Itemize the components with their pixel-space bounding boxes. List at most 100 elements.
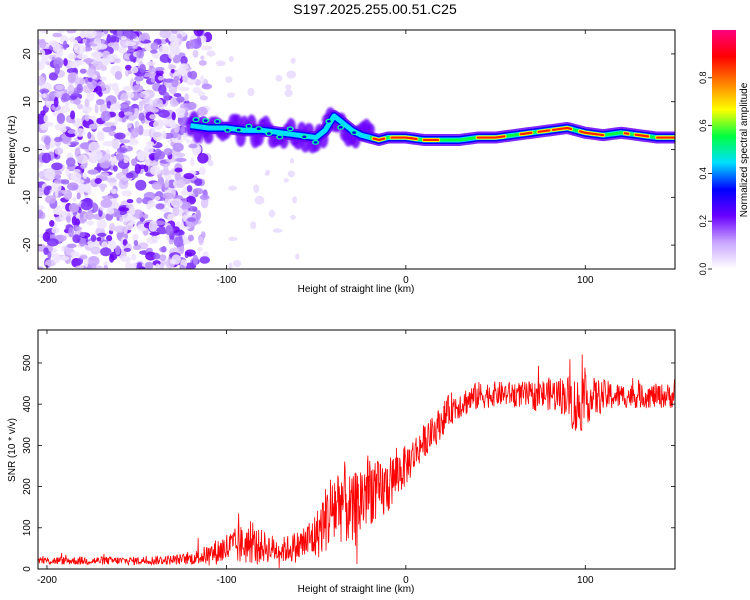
ridge-hotspot-core <box>326 119 331 123</box>
noise-speck <box>116 147 128 154</box>
ridge-band-red <box>519 131 533 136</box>
noise-speck <box>207 159 214 167</box>
noise-speck <box>284 89 293 98</box>
noise-speck <box>171 111 176 121</box>
noise-speck <box>179 264 185 269</box>
noise-speck <box>172 205 180 217</box>
noise-speck <box>86 91 95 102</box>
noise-speck <box>124 261 132 269</box>
noise-speck <box>66 243 77 248</box>
noise-speck <box>150 155 155 161</box>
noise-speck <box>100 198 113 208</box>
noise-speck <box>59 127 67 133</box>
spectrogram-x-tick-label: 0 <box>403 275 409 286</box>
noise-speck <box>131 263 139 269</box>
noise-speck <box>165 157 177 163</box>
ridge-band-red <box>372 137 386 142</box>
spectrogram-y-tick-label: -10 <box>22 190 33 205</box>
noise-speck <box>130 128 140 138</box>
noise-speck <box>122 85 132 92</box>
noise-speck <box>53 174 62 180</box>
noise-speck <box>68 227 74 238</box>
noise-speck <box>112 41 120 51</box>
noise-speck <box>216 60 226 67</box>
noise-speck <box>95 98 105 106</box>
noise-speck <box>164 179 170 188</box>
noise-speck <box>46 238 59 247</box>
noise-speck <box>206 50 216 57</box>
noise-speck <box>225 76 233 83</box>
noise-speck <box>85 210 94 221</box>
noise-speck <box>139 63 147 73</box>
noise-speck <box>148 66 156 73</box>
noise-speck <box>254 195 265 205</box>
noise-speck <box>170 68 175 74</box>
colorbar: 0.0 0.2 0.4 0.6 0.8 Normalized spectral ampl… <box>698 30 750 275</box>
noise-speck <box>131 253 137 261</box>
noise-speck <box>149 114 157 120</box>
noise-speck <box>138 124 144 136</box>
ridge-hotspot-core <box>256 127 261 131</box>
noise-speck <box>43 122 55 127</box>
snr-y-tick-label: 200 <box>22 478 33 495</box>
noise-speck <box>91 51 103 59</box>
noise-speck <box>148 220 158 232</box>
noise-speck <box>275 74 283 82</box>
noise-speck <box>79 255 88 260</box>
noise-speck <box>147 200 156 208</box>
noise-speck <box>79 183 86 193</box>
noise-speck <box>287 170 296 178</box>
noise-speck <box>123 111 133 116</box>
noise-speck <box>106 33 111 44</box>
noise-speck <box>94 178 102 185</box>
ridge-hotspot-core <box>225 128 230 132</box>
noise-speck <box>38 205 45 211</box>
noise-speck <box>69 60 80 68</box>
noise-speck <box>116 152 124 162</box>
noise-speck <box>66 30 77 34</box>
noise-speck <box>120 256 132 263</box>
noise-speck <box>111 139 120 150</box>
noise-speck <box>171 41 178 48</box>
noise-speck <box>83 256 89 268</box>
noise-speck <box>138 164 146 170</box>
noise-speck <box>106 177 117 183</box>
noise-speck <box>84 30 97 39</box>
chart-title: S197.2025.255.00.51.C25 <box>293 1 457 17</box>
noise-speck <box>58 30 65 34</box>
noise-speck <box>43 247 49 256</box>
noise-speck <box>43 114 49 123</box>
noise-speck <box>134 76 144 82</box>
noise-speck <box>179 63 189 70</box>
noise-speck <box>192 86 202 94</box>
noise-speck <box>283 178 289 183</box>
noise-speck <box>197 106 208 116</box>
noise-speck <box>192 49 199 58</box>
noise-speck <box>68 202 80 213</box>
spectrogram-y-tick-label: 0 <box>22 146 33 152</box>
noise-speck <box>185 138 191 144</box>
noise-speck <box>158 84 167 96</box>
spectrogram-x-tick-label: -100 <box>216 275 236 286</box>
noise-speck <box>198 235 204 246</box>
ridge-hotspot-core <box>246 124 251 128</box>
noise-speck <box>176 33 182 39</box>
noise-speck <box>110 202 119 208</box>
noise-speck <box>48 72 58 81</box>
noise-speck <box>162 122 175 127</box>
noise-speck <box>102 140 114 147</box>
noise-speck <box>200 197 209 209</box>
ridge-hotspot-core <box>313 141 318 144</box>
noise-speck <box>76 192 81 200</box>
snr-y-tick-label: 100 <box>22 519 33 536</box>
noise-speck <box>175 157 187 163</box>
noise-speck <box>167 213 175 221</box>
noise-speck <box>87 169 99 175</box>
snr-y-tick-label: 500 <box>22 354 33 371</box>
noise-speck <box>67 129 76 134</box>
noise-speck <box>79 231 86 238</box>
noise-speck <box>200 55 205 61</box>
noise-speck <box>56 113 66 124</box>
noise-speck <box>200 45 213 51</box>
noise-speck <box>80 30 86 39</box>
